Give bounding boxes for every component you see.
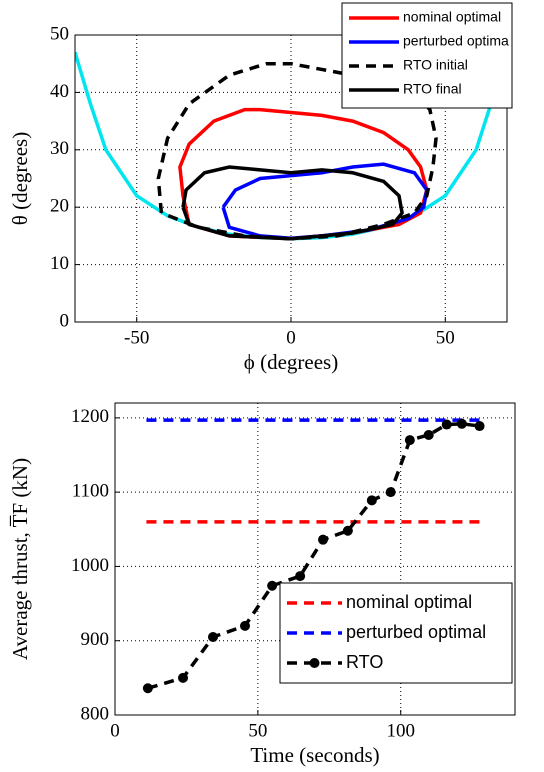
series-line xyxy=(147,422,480,690)
data-point xyxy=(385,487,396,498)
legend-label: RTO initial xyxy=(403,57,468,73)
y-tick-label: 1100 xyxy=(72,481,109,502)
legend-label: RTO xyxy=(346,652,383,672)
data-point xyxy=(456,418,467,429)
x-tick-label: 50 xyxy=(248,720,267,741)
series-line xyxy=(221,162,429,240)
data-point xyxy=(474,421,485,432)
y-tick-label: 20 xyxy=(50,196,69,217)
series-line xyxy=(156,61,438,241)
legend-label: perturbed optima xyxy=(403,33,509,49)
data-point xyxy=(404,435,415,446)
data-point xyxy=(441,419,452,430)
legend-label: RTO final xyxy=(403,81,462,97)
y-tick-label: 10 xyxy=(50,253,69,274)
x-tick-label: 100 xyxy=(386,720,415,741)
data-point xyxy=(208,632,218,642)
x-axis-label: Time (seconds) xyxy=(250,743,379,767)
y-tick-label: 800 xyxy=(81,703,110,724)
y-tick-label: 1200 xyxy=(71,406,109,427)
y-tick-label: 30 xyxy=(50,138,69,159)
legend-label: nominal optimal xyxy=(403,9,501,25)
axes-frame xyxy=(74,34,508,323)
y-tick-label: 50 xyxy=(50,23,69,44)
y-tick-label: 40 xyxy=(50,81,69,102)
legend: nominal optimal perturbed optimal RTO xyxy=(279,582,513,684)
legend-marker xyxy=(309,658,320,668)
data-point xyxy=(295,571,306,582)
y-tick-label: 900 xyxy=(81,629,110,650)
y-axis-label: Average thrust, T̅F (kN) xyxy=(8,458,32,660)
data-point xyxy=(240,620,250,631)
legend: nominal optimal perturbed optima RTO initi… xyxy=(341,2,513,109)
legend-label: perturbed optimal xyxy=(346,622,486,642)
data-point xyxy=(366,495,377,506)
x-tick-label: 0 xyxy=(110,720,120,741)
legend-box xyxy=(279,582,513,684)
data-point xyxy=(142,683,153,694)
data-point xyxy=(423,429,434,440)
y-tick-label: 0 xyxy=(60,310,70,331)
legend-label: nominal optimal xyxy=(346,592,472,612)
data-point xyxy=(318,534,328,545)
data-point xyxy=(178,672,188,683)
y-tick-label: 1000 xyxy=(71,555,109,576)
x-tick-label: 50 xyxy=(436,327,455,348)
x-axis-label: ϕ (degrees) xyxy=(244,350,338,374)
series-line xyxy=(181,165,404,241)
x-tick-label: 0 xyxy=(286,327,296,348)
y-axis-label: θ (degrees) xyxy=(8,132,32,225)
data-point xyxy=(342,525,353,536)
axes-frame xyxy=(114,402,516,716)
data-point xyxy=(267,580,278,591)
x-tick-label: -50 xyxy=(124,327,149,348)
